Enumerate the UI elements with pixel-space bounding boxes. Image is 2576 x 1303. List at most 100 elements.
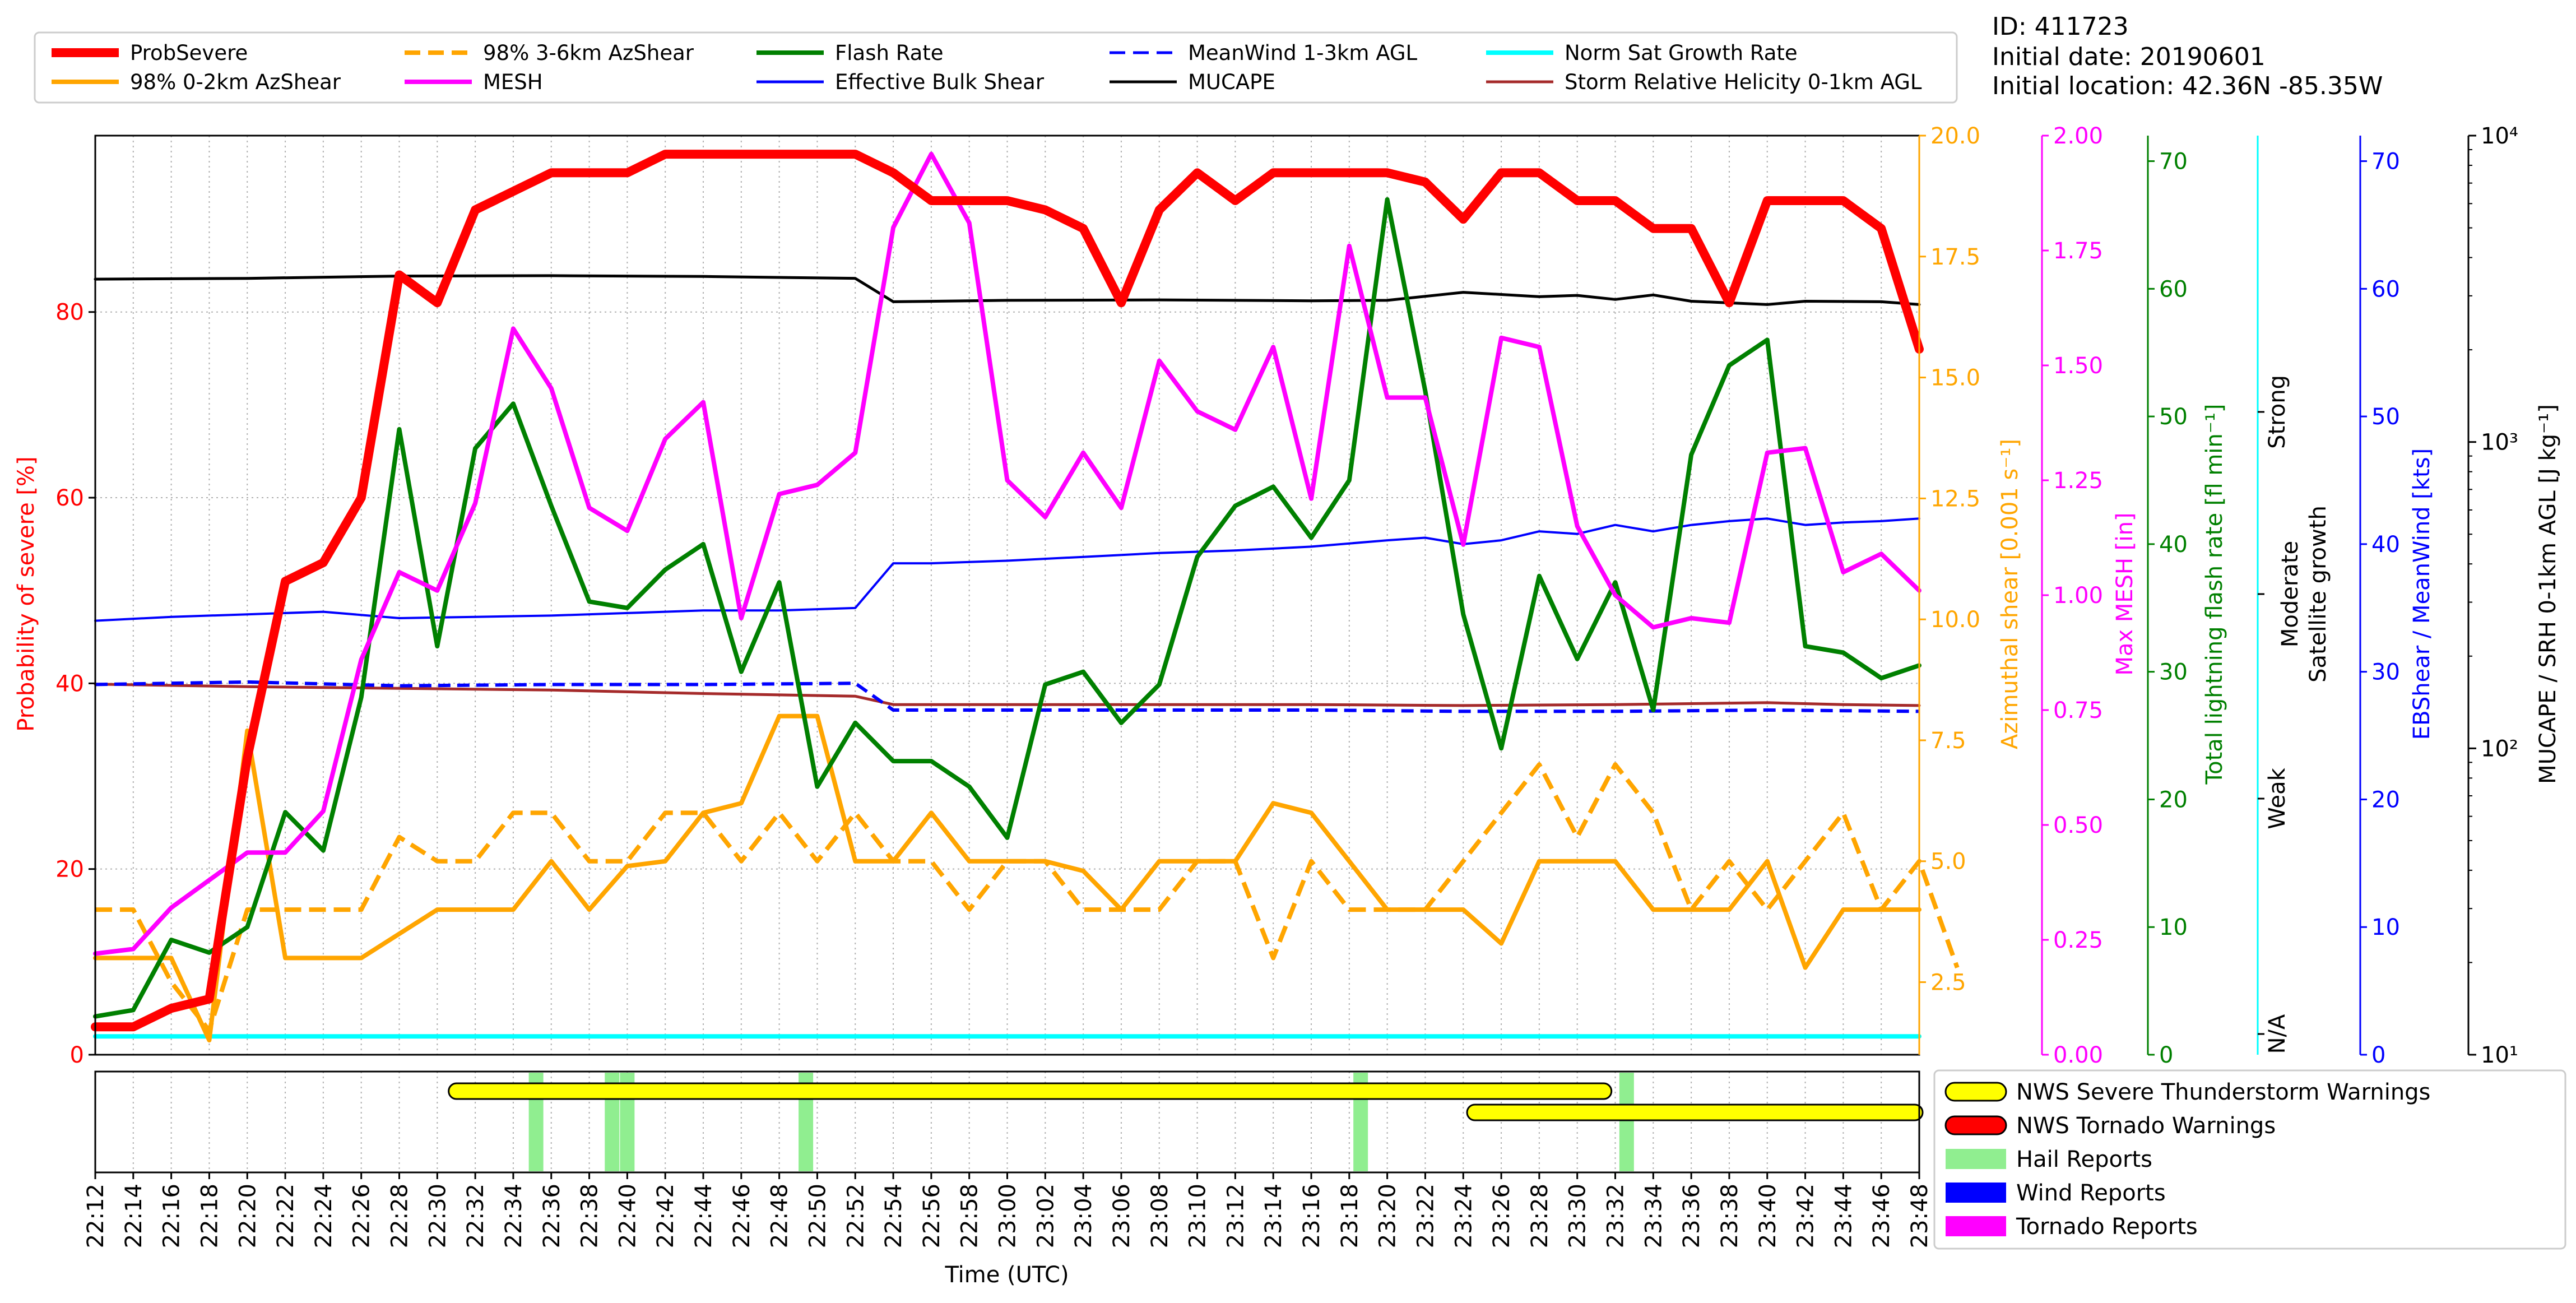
legend-swatch xyxy=(1946,1183,2006,1203)
x-tick-label: 23:46 xyxy=(1869,1184,1895,1248)
cape-axis-tick-label: 10⁴ xyxy=(2481,123,2518,149)
legend-swatch xyxy=(1946,1216,2006,1236)
x-tick-label: 22:22 xyxy=(273,1184,299,1248)
series-mucape xyxy=(94,274,1921,306)
hail-report-bar xyxy=(1619,1073,1634,1171)
legend-label: 98% 0-2km AzShear xyxy=(130,70,341,94)
x-tick-label: 23:32 xyxy=(1603,1184,1629,1248)
x-tick-label: 22:36 xyxy=(539,1184,565,1248)
x-tick-label: 23:20 xyxy=(1375,1184,1401,1248)
azshear-axis-tick-label: 20.0 xyxy=(1930,123,1980,149)
x-tick-label: 22:56 xyxy=(919,1184,945,1248)
sat-axis-label: Satellite growth xyxy=(2305,506,2331,683)
bottom-legend: NWS Severe Thunderstorm Warnings NWS Torn… xyxy=(1933,1069,2566,1250)
x-tick-label: 22:16 xyxy=(159,1184,185,1248)
x-tick-label: 23:24 xyxy=(1451,1184,1477,1248)
legend-label: 98% 3-6km AzShear xyxy=(483,41,694,65)
x-tick-label: 22:52 xyxy=(843,1184,869,1248)
wind-axis-tick-label: 20 xyxy=(2371,787,2400,813)
x-tick-label: 23:36 xyxy=(1679,1184,1705,1248)
x-tick-label: 22:28 xyxy=(387,1184,413,1248)
legend-label: ProbSevere xyxy=(130,41,248,65)
mesh-axis-label: Max MESH [in] xyxy=(2112,512,2138,675)
left-tick-label: 60 xyxy=(55,485,84,511)
x-tick-label: 23:06 xyxy=(1109,1184,1135,1248)
x-tick-label: 22:38 xyxy=(577,1184,603,1248)
mesh-axis-tick-label: 0.75 xyxy=(2053,698,2103,724)
legend-swatch xyxy=(1944,1115,2007,1135)
legend-label: Storm Relative Helicity 0-1km AGL xyxy=(1565,70,1922,94)
series-storm-relative-helicity-0-1km-agl xyxy=(94,683,1921,707)
left-tick-label: 20 xyxy=(55,857,84,883)
mesh-axis-tick-label: 1.25 xyxy=(2053,468,2103,494)
mesh-axis-tick-label: 1.00 xyxy=(2053,583,2103,609)
x-tick-label: 23:18 xyxy=(1337,1184,1363,1248)
azshear-axis-tick-label: 5.0 xyxy=(1930,849,1966,875)
x-tick-label: 22:12 xyxy=(83,1184,109,1248)
cape-axis-tick-label: 10³ xyxy=(2481,430,2518,456)
mesh-axis-tick-label: 2.00 xyxy=(2053,123,2103,149)
legend-label: Hail Reports xyxy=(2016,1147,2152,1172)
x-tick-label: 22:40 xyxy=(615,1184,640,1248)
mesh-axis-tick-label: 1.50 xyxy=(2053,353,2103,379)
severe-warning-bar xyxy=(1466,1103,1924,1121)
series-98-3-6km-azshear xyxy=(95,762,1960,1033)
azshear-axis-tick-label: 2.5 xyxy=(1930,970,1966,996)
x-tick-label: 23:34 xyxy=(1641,1184,1667,1248)
wind-axis-tick-label: 70 xyxy=(2371,149,2400,175)
legend-label: MESH xyxy=(483,70,543,94)
mesh-axis-tick-label: 1.75 xyxy=(2053,238,2103,264)
azshear-axis-tick-label: 17.5 xyxy=(1930,244,1980,270)
reports-items xyxy=(448,1073,1924,1171)
x-tick-label: 23:22 xyxy=(1413,1184,1438,1248)
flash-axis-tick-label: 30 xyxy=(2159,660,2188,685)
x-axis-label: Time (UTC) xyxy=(944,1262,1069,1288)
azshear-axis-tick-label: 12.5 xyxy=(1930,486,1980,512)
wind-axis-tick-label: 60 xyxy=(2371,276,2400,302)
x-tick-label: 23:28 xyxy=(1527,1184,1553,1248)
flash-axis-tick-label: 50 xyxy=(2159,404,2188,430)
wind-axis-tick-label: 40 xyxy=(2371,532,2400,558)
x-tick-label: 22:46 xyxy=(729,1184,755,1248)
legend-label: Wind Reports xyxy=(2016,1180,2166,1206)
flash-axis-tick-label: 40 xyxy=(2159,532,2188,558)
x-tick-label: 23:38 xyxy=(1717,1184,1743,1248)
azshear-axis-tick-label: 15.0 xyxy=(1930,365,1980,391)
sat-axis-tick-label: Strong xyxy=(2264,375,2290,449)
series-effective-bulk-shear xyxy=(94,517,1920,622)
x-tick-label: 23:12 xyxy=(1223,1184,1248,1248)
top-legend: ProbSevere 98% 0-2km AzShear 98% 3-6km AzS… xyxy=(34,31,1958,104)
wind-axis-tick-label: 10 xyxy=(2371,915,2400,940)
x-tick-label: 22:54 xyxy=(881,1184,907,1248)
x-tick-label: 22:48 xyxy=(767,1184,793,1248)
legend-label: Norm Sat Growth Rate xyxy=(1565,41,1798,65)
x-tick-label: 23:48 xyxy=(1907,1184,1933,1248)
cape-axis-tick-label: 10¹ xyxy=(2481,1042,2518,1068)
x-tick-label: 22:58 xyxy=(957,1184,983,1248)
x-tick-label: 23:04 xyxy=(1071,1184,1097,1248)
wind-axis-tick-label: 50 xyxy=(2371,404,2400,430)
series-98-0-2km-azshear xyxy=(93,713,1921,1043)
series-probsevere xyxy=(91,150,1924,1032)
x-tick-label: 23:10 xyxy=(1185,1184,1211,1248)
x-tick-label: 23:30 xyxy=(1565,1184,1591,1248)
cape-axis-label: MUCAPE / SRH 0-1km AGL [J kg⁻¹] xyxy=(2535,404,2561,784)
legend-label: Effective Bulk Shear xyxy=(835,70,1045,94)
left-tick-label: 40 xyxy=(55,671,84,697)
reports-panel: 22:12 22:14 22:16 22:18 22:20 22:22 22:24 22:26… xyxy=(83,1070,1933,1288)
cape-axis-tick-label: 10² xyxy=(2481,736,2518,762)
azshear-axis-label: Azimuthal shear [0.001 s⁻¹] xyxy=(1997,439,2023,749)
initial-date: Initial date: 20190601 xyxy=(1992,43,2266,71)
series-layer xyxy=(91,150,1960,1043)
x-tick-label: 22:44 xyxy=(691,1184,717,1248)
left-tick-label: 80 xyxy=(55,300,84,326)
azshear-axis-tick-label: 7.5 xyxy=(1930,728,1966,754)
flash-axis-tick-label: 0 xyxy=(2159,1042,2173,1068)
x-tick-label: 22:32 xyxy=(463,1184,489,1248)
legend-label: Flash Rate xyxy=(835,41,944,65)
flash-axis-label: Total lightning flash rate [fl min⁻¹] xyxy=(2202,404,2227,785)
azshear-axis-tick-label: 10.0 xyxy=(1930,607,1980,633)
wind-axis-tick-label: 0 xyxy=(2371,1042,2385,1068)
x-axis-ticks: 22:12 22:14 22:16 22:18 22:20 22:22 22:24 22:26… xyxy=(83,1172,1933,1248)
